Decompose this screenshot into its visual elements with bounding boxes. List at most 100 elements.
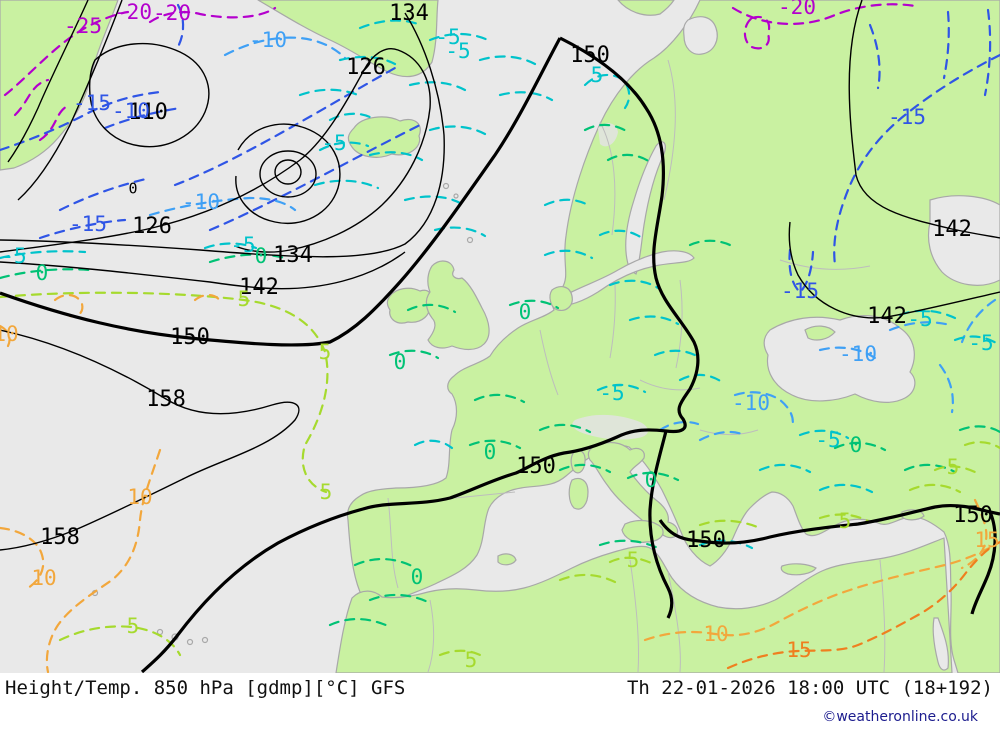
temperature-value-label: -5 (815, 428, 840, 452)
isotherm-line (908, 483, 962, 494)
isotherm-line (953, 335, 1000, 346)
temperature-value-label: 0 (394, 350, 407, 374)
isotherm-line (38, 218, 127, 240)
temperature-value-label: 0 (850, 433, 863, 457)
isotherm-line (223, 36, 347, 60)
sea-baltic (557, 250, 695, 307)
land-crete (780, 563, 817, 576)
land-sardinia (568, 477, 589, 510)
isotherm-line (358, 19, 420, 30)
isotherm-line (203, 242, 258, 250)
isotherm-line (733, 391, 794, 430)
isotherm-line (173, 66, 397, 187)
temperature-value-label: -20 (153, 1, 191, 25)
isotherm-line (798, 429, 850, 440)
land-iceland (347, 116, 421, 158)
sea-gulf-of-bothnia (625, 141, 666, 275)
isotherm-line (688, 239, 738, 250)
sea-red-sea (932, 617, 949, 671)
weather-map: 110 126 126 134 134 142 142 142 150 150 150 150 150 1… (0, 0, 1000, 673)
isotherm-line (538, 423, 592, 434)
isotherm-line (498, 91, 554, 102)
isotherm-line (983, 8, 992, 97)
height-contour-line (235, 123, 341, 224)
height-value-label: 142 (239, 275, 279, 300)
isotherm-line (608, 279, 660, 290)
isotherm-line (38, 103, 72, 142)
land-svalbard (617, 0, 675, 16)
isotherm-line (698, 539, 754, 550)
isotherm-line (583, 123, 630, 134)
sea-white-sea (683, 16, 718, 55)
isotherm-line (833, 441, 887, 452)
isotherm-line (963, 441, 1000, 450)
isotherm-line (938, 363, 954, 414)
isotherm-line (658, 420, 700, 432)
height-contour-line (17, 0, 123, 201)
temperature-value-label: 5 (627, 548, 640, 572)
temperature-value-label: -5 (599, 381, 624, 405)
temperature-value-label: 0 (411, 565, 424, 589)
isotherm-line (653, 349, 702, 360)
isotherm-layer (0, 3, 1000, 673)
land-ireland (386, 287, 432, 324)
height-value-label: 142 (867, 304, 907, 329)
valid-time: Th 22-01-2026 18:00 UTC (18+192) (626, 677, 993, 699)
isotherm-line (473, 393, 526, 404)
temperature-value-label: 10 (0, 322, 19, 346)
land-balearics (497, 553, 517, 566)
height-value-label: 158 (146, 387, 186, 412)
temperature-value-label: -15 (73, 91, 111, 115)
isotherm-line (558, 573, 617, 584)
isotherm-line (608, 556, 657, 567)
isotherm-line (328, 618, 390, 628)
isotherm-line (788, 248, 815, 294)
land-greenland-south (0, 0, 119, 171)
height-contour-line (970, 511, 997, 615)
height-value-label: 0 (128, 180, 137, 198)
height-contour-line (88, 42, 210, 148)
isotherm-line (818, 483, 874, 494)
temperature-value-label: -5 (968, 331, 993, 355)
isotherm-line (338, 55, 397, 66)
height-contour-line (658, 503, 1000, 545)
temperature-value-label: -5 (907, 307, 932, 331)
isotherm-line (0, 291, 329, 494)
isotherm-line (174, 3, 185, 52)
isotherm-line (818, 346, 877, 360)
temperature-value-label: 5 (320, 480, 333, 504)
sea-black-sea (763, 315, 916, 403)
copyright-link[interactable]: ©weatheronline.co.uk (822, 709, 978, 725)
height-value-label: 142 (932, 217, 972, 242)
isotherm-line (13, 78, 50, 117)
height-contour-line (648, 430, 674, 619)
height-value-label: 134 (389, 1, 429, 26)
temperature-value-label: -10 (839, 342, 877, 366)
land-crimea (804, 325, 836, 341)
height-value-label: 134 (273, 243, 313, 268)
isotherm-line (698, 430, 744, 442)
isotherm-line (0, 90, 162, 152)
isotherm-line (0, 250, 87, 260)
isotherm-line (148, 6, 277, 24)
isotherm-line (368, 593, 430, 604)
height-contour-line (0, 251, 406, 290)
isotherm-line (508, 299, 560, 310)
isotherm-line (148, 196, 297, 217)
isotherm-line (0, 526, 45, 590)
isotherm-line (888, 321, 952, 332)
temperature-value-label: -15 (888, 105, 926, 129)
isotherm-line (413, 439, 454, 450)
height-value-label: 158 (40, 525, 80, 550)
land-italy (587, 441, 679, 539)
height-contour-line (259, 150, 317, 198)
chart-title: Height/Temp. 850 hPa [gdmp][°C] GFS (5, 677, 406, 699)
isotherm-line (678, 373, 724, 384)
isotherm-line (726, 540, 1000, 670)
temperature-value-label: 0 (36, 261, 49, 285)
temperature-value-label: -10 (182, 190, 220, 214)
temperature-value-label: -15 (69, 212, 107, 236)
isotherm-line (543, 198, 590, 207)
height-contour-line (848, 0, 1000, 239)
